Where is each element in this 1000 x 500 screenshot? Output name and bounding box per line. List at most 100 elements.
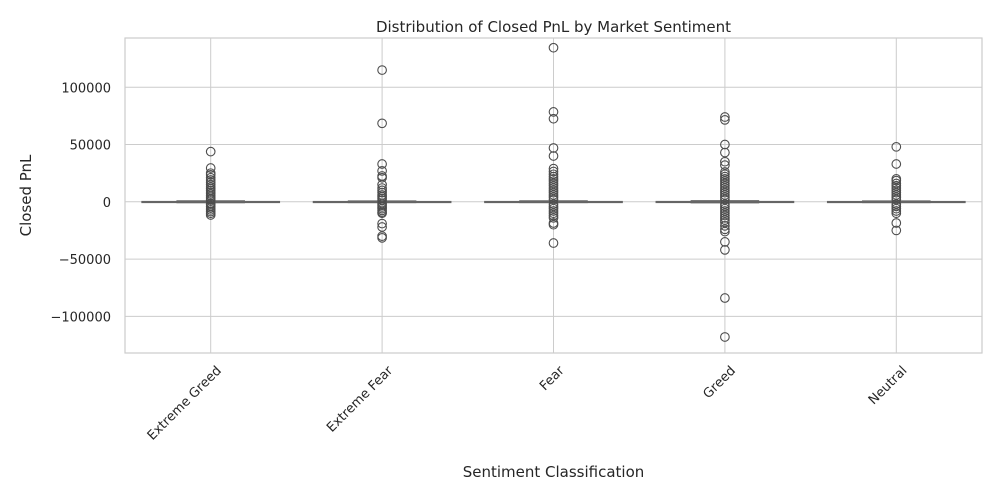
outlier-point [720,217,730,228]
y-tick-label: −50000 [59,253,111,268]
outlier-point [891,192,902,203]
outlier-point [720,210,730,221]
outlier-point [205,172,216,183]
outlier-point [377,179,387,190]
outlier-point [205,195,216,205]
outlier-point [548,187,559,198]
outlier-point [720,203,730,214]
outlier-point [205,146,216,157]
outlier-point [548,238,559,248]
outlier-point [720,221,730,231]
outlier-point [548,151,559,161]
outlier-point [548,208,559,219]
outlier-point [720,147,730,158]
outlier-point [891,194,902,205]
outlier-point [891,183,902,193]
outlier-point [548,143,559,153]
outlier-point [205,179,216,190]
outlier-point [891,203,902,214]
outlier-point [205,210,216,220]
outlier-point [891,178,902,189]
outlier-point [548,183,559,193]
outlier-point [720,237,730,247]
outlier-point [548,107,559,117]
outlier-point [720,171,730,182]
outlier-point [720,199,730,209]
box-group [484,42,623,248]
outlier-point [720,139,730,150]
outlier-point [377,208,387,219]
outlier-point [548,180,559,191]
box-group [655,112,795,342]
outlier-point [377,118,387,129]
outlier-point [720,156,730,167]
outlier-point [548,192,559,203]
outlier-point [548,174,559,184]
outlier-point [720,192,730,203]
outlier-point [548,201,559,212]
box-group [826,141,966,236]
outlier-point [548,185,559,196]
outlier-point [205,170,216,180]
x-tick-labels: Extreme Greed Extreme Fear Fear Greed Neutra… [145,363,911,444]
plot-frame [124,37,983,354]
outlier-point [720,215,730,225]
outlier-point [377,185,387,196]
outlier-point [377,159,387,169]
outlier-point [891,201,902,212]
outlier-point [548,206,559,216]
outlier-point [548,219,559,230]
outlier-point [891,190,902,200]
box-group [141,146,281,220]
outlier-point [720,208,730,219]
x-axis-label: Sentiment Classification [463,463,645,481]
outlier-point [720,224,730,235]
outlier-point [377,218,387,229]
outlier-point [548,212,559,223]
outlier-point [720,226,730,237]
outlier-point [720,212,730,223]
outlier-point [720,293,730,303]
outlier-point [891,159,902,169]
outlier-point [720,201,730,212]
outlier-point [720,112,730,122]
outlier-point [891,199,902,209]
outlier-point [720,167,730,177]
outlier-point [720,187,730,198]
y-tick-label: 100000 [61,81,111,96]
outlier-point [720,245,730,255]
outlier-point [891,187,902,198]
outlier-point [720,190,730,200]
outlier-point [548,199,559,209]
outlier-point [548,42,559,53]
outlier-point [891,185,902,196]
outlier-point [548,163,559,174]
outlier-point [891,225,902,236]
x-tick-label: Greed [700,363,738,401]
chart-title: Distribution of Closed PnL by Market Sen… [376,18,731,36]
outlier-point [548,113,559,124]
outlier-point [891,208,902,219]
x-tick-label: Extreme Greed [145,363,225,443]
outlier-point [205,177,216,188]
outlier-point [377,233,387,243]
outlier-point [891,206,902,216]
outlier-point [548,169,559,180]
outlier-point [891,218,902,228]
outlier-point [720,194,730,205]
outlier-point [377,166,387,176]
outlier-point [720,174,730,184]
y-tick-label: 50000 [70,139,111,154]
outlier-point [720,332,730,342]
box-group [312,65,452,243]
outlier-point [720,115,730,125]
outlier-point [377,187,387,198]
outlier-point [891,141,902,152]
outlier-point [720,160,730,170]
box-layer [141,42,966,342]
y-tick-label: −100000 [50,310,111,325]
outlier-point [548,194,559,205]
outlier-point [891,180,902,191]
